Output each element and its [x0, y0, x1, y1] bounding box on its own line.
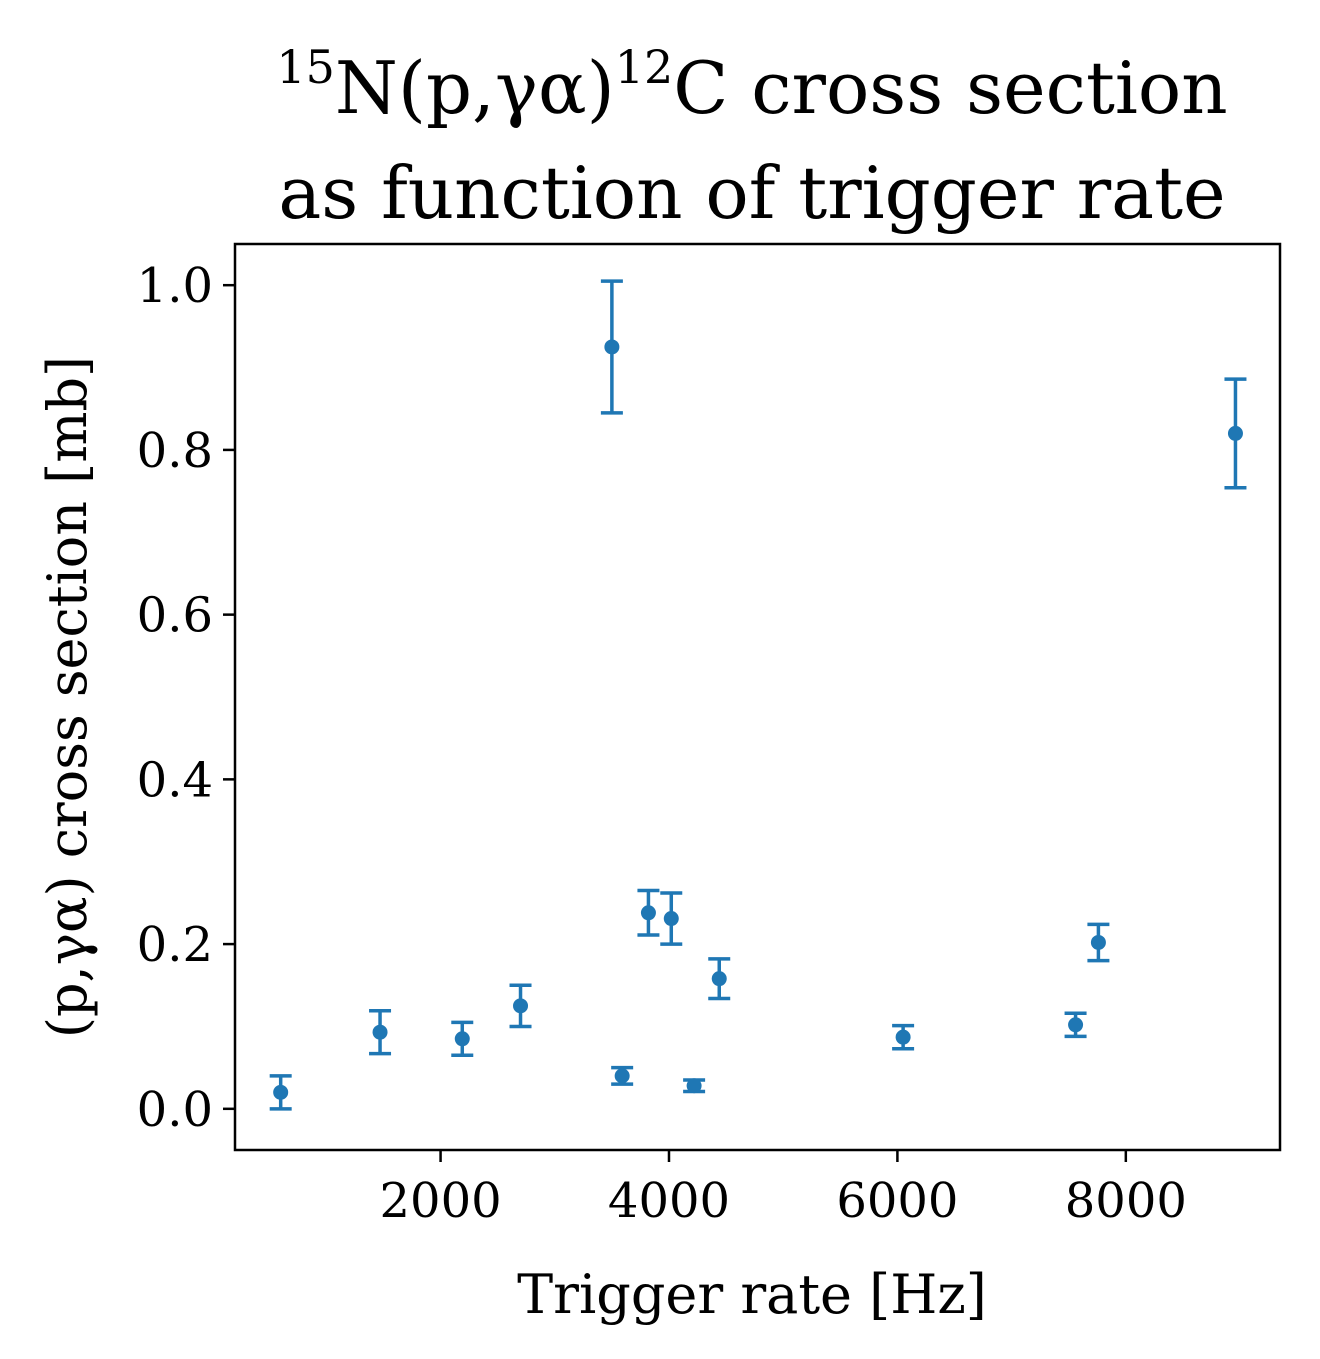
marker-8: [686, 1078, 702, 1094]
marker-2: [454, 1031, 470, 1047]
title-nitrogen-reaction: N(p,γα): [335, 46, 615, 130]
marker-4: [604, 339, 620, 355]
x-axis-label: Trigger rate [Hz]: [517, 1263, 987, 1326]
title-carbon-cross-section: C cross section: [673, 46, 1227, 130]
data-point-1: [369, 1009, 392, 1056]
data-point-11: [1064, 1011, 1087, 1039]
data-point-0: [269, 1074, 292, 1111]
marker-5: [614, 1068, 630, 1084]
data-point-6: [637, 888, 660, 937]
marker-0: [273, 1084, 289, 1100]
data-point-5: [611, 1065, 634, 1086]
y-axis-ticks: 0.0 0.2 0.4 0.6 0.8 1.0: [137, 258, 235, 1138]
x-tick-label-1: 4000: [608, 1173, 730, 1229]
chart-title-line1: 15N(p,γα)12C cross section: [276, 40, 1227, 130]
title-superscript-15: 15: [276, 40, 335, 94]
marker-10: [895, 1029, 911, 1045]
x-axis-ticks: 2000 4000 6000 8000: [379, 1150, 1187, 1229]
data-point-10: [892, 1023, 915, 1051]
marker-13: [1227, 425, 1243, 441]
data-point-2: [451, 1020, 474, 1058]
x-tick-label-2: 6000: [836, 1173, 958, 1229]
plot-frame: [233, 242, 1282, 1152]
x-tick-label-0: 2000: [379, 1173, 501, 1229]
data-point-9: [708, 957, 731, 1001]
marker-7: [663, 911, 679, 927]
y-tick-label-0: 0.0: [137, 1082, 213, 1138]
y-tick-label-4: 0.8: [137, 423, 213, 479]
data-point-7: [660, 891, 683, 946]
marker-12: [1090, 934, 1106, 950]
y-axis-label: (p,γα) cross section [mb]: [36, 356, 99, 1038]
data-point-4: [600, 279, 623, 415]
marker-9: [711, 971, 727, 987]
y-tick-label-3: 0.6: [137, 588, 213, 644]
y-tick-label-5: 1.0: [137, 258, 213, 314]
y-tick-label-1: 0.2: [137, 917, 213, 973]
data-point-13: [1224, 377, 1247, 490]
title-superscript-12: 12: [615, 40, 674, 94]
marker-3: [513, 998, 529, 1014]
marker-11: [1068, 1017, 1084, 1033]
marker-1: [372, 1024, 388, 1040]
data-point-3: [509, 983, 532, 1029]
data-point-8: [683, 1078, 706, 1094]
x-tick-label-3: 8000: [1065, 1173, 1187, 1229]
y-tick-label-2: 0.4: [137, 752, 213, 808]
data-point-12: [1087, 922, 1110, 963]
chart-title-line2: as function of trigger rate: [278, 151, 1225, 235]
marker-6: [640, 905, 656, 921]
data-points: [269, 279, 1247, 1111]
